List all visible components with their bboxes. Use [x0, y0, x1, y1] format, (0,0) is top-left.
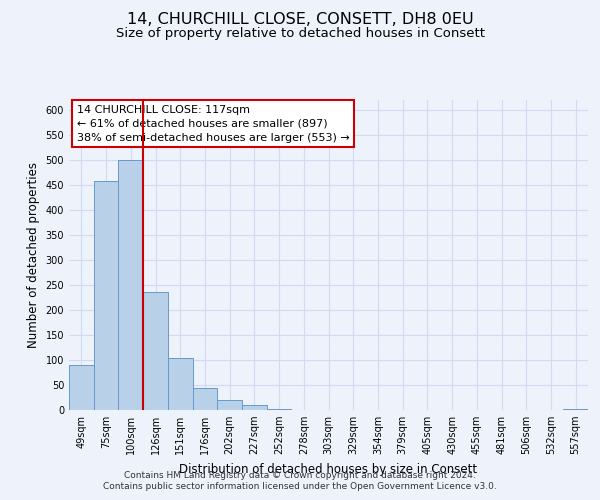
Bar: [118, 160, 143, 410]
Text: 14, CHURCHILL CLOSE, CONSETT, DH8 0EU: 14, CHURCHILL CLOSE, CONSETT, DH8 0EU: [127, 12, 473, 28]
Bar: [69, 365, 94, 410]
Bar: [563, 409, 588, 410]
Text: Size of property relative to detached houses in Consett: Size of property relative to detached ho…: [115, 28, 485, 40]
Y-axis label: Number of detached properties: Number of detached properties: [27, 162, 40, 348]
Text: 14 CHURCHILL CLOSE: 117sqm
← 61% of detached houses are smaller (897)
38% of sem: 14 CHURCHILL CLOSE: 117sqm ← 61% of deta…: [77, 104, 350, 142]
Bar: [143, 292, 168, 410]
Bar: [267, 409, 292, 410]
Bar: [168, 358, 193, 410]
Text: Contains public sector information licensed under the Open Government Licence v3: Contains public sector information licen…: [103, 482, 497, 491]
X-axis label: Distribution of detached houses by size in Consett: Distribution of detached houses by size …: [179, 462, 478, 475]
Bar: [193, 388, 217, 410]
Text: Contains HM Land Registry data © Crown copyright and database right 2024.: Contains HM Land Registry data © Crown c…: [124, 471, 476, 480]
Bar: [217, 400, 242, 410]
Bar: [94, 181, 118, 410]
Bar: [242, 405, 267, 410]
